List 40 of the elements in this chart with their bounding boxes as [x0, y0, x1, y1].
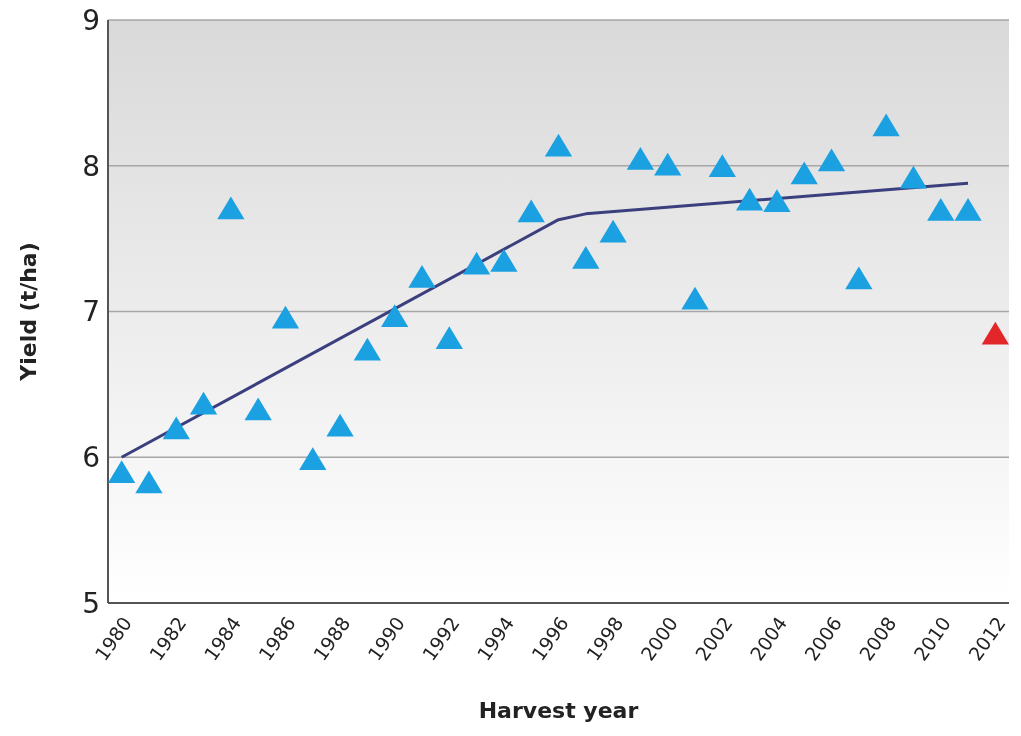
point: [435, 326, 463, 349]
point: [708, 154, 736, 177]
point: [845, 266, 873, 290]
point: [899, 165, 928, 189]
y-tick-label: 7: [82, 295, 100, 329]
y-tick-label: 9: [82, 3, 100, 37]
point: [517, 199, 545, 223]
point: [326, 413, 354, 437]
point: [872, 113, 900, 137]
point: [599, 219, 627, 243]
point: [954, 197, 982, 221]
point: [681, 286, 709, 310]
y-tick-label: 6: [82, 441, 100, 475]
point: [927, 197, 955, 221]
point: [462, 251, 491, 275]
point: [654, 152, 682, 176]
point: [763, 189, 791, 212]
x-axis-title: Harvest year: [478, 698, 639, 723]
point: [189, 391, 218, 415]
point: [299, 447, 327, 470]
point: [244, 397, 272, 421]
point: [217, 196, 245, 220]
point: [108, 460, 136, 484]
y-axis-title: Yield (t/ha): [15, 242, 41, 382]
point: [490, 248, 518, 272]
y-tick-label: 5: [82, 586, 100, 620]
point: [817, 148, 846, 172]
y-tick-label: 8: [82, 149, 100, 183]
point: [353, 337, 382, 361]
point: [408, 264, 436, 288]
point: [162, 416, 190, 440]
point: [735, 187, 764, 211]
point: [135, 470, 163, 494]
point: [544, 133, 573, 157]
point: [981, 321, 1009, 345]
point: [381, 304, 409, 328]
point: [626, 146, 655, 170]
point: [572, 246, 600, 269]
point: [790, 161, 818, 185]
point: [271, 305, 300, 329]
